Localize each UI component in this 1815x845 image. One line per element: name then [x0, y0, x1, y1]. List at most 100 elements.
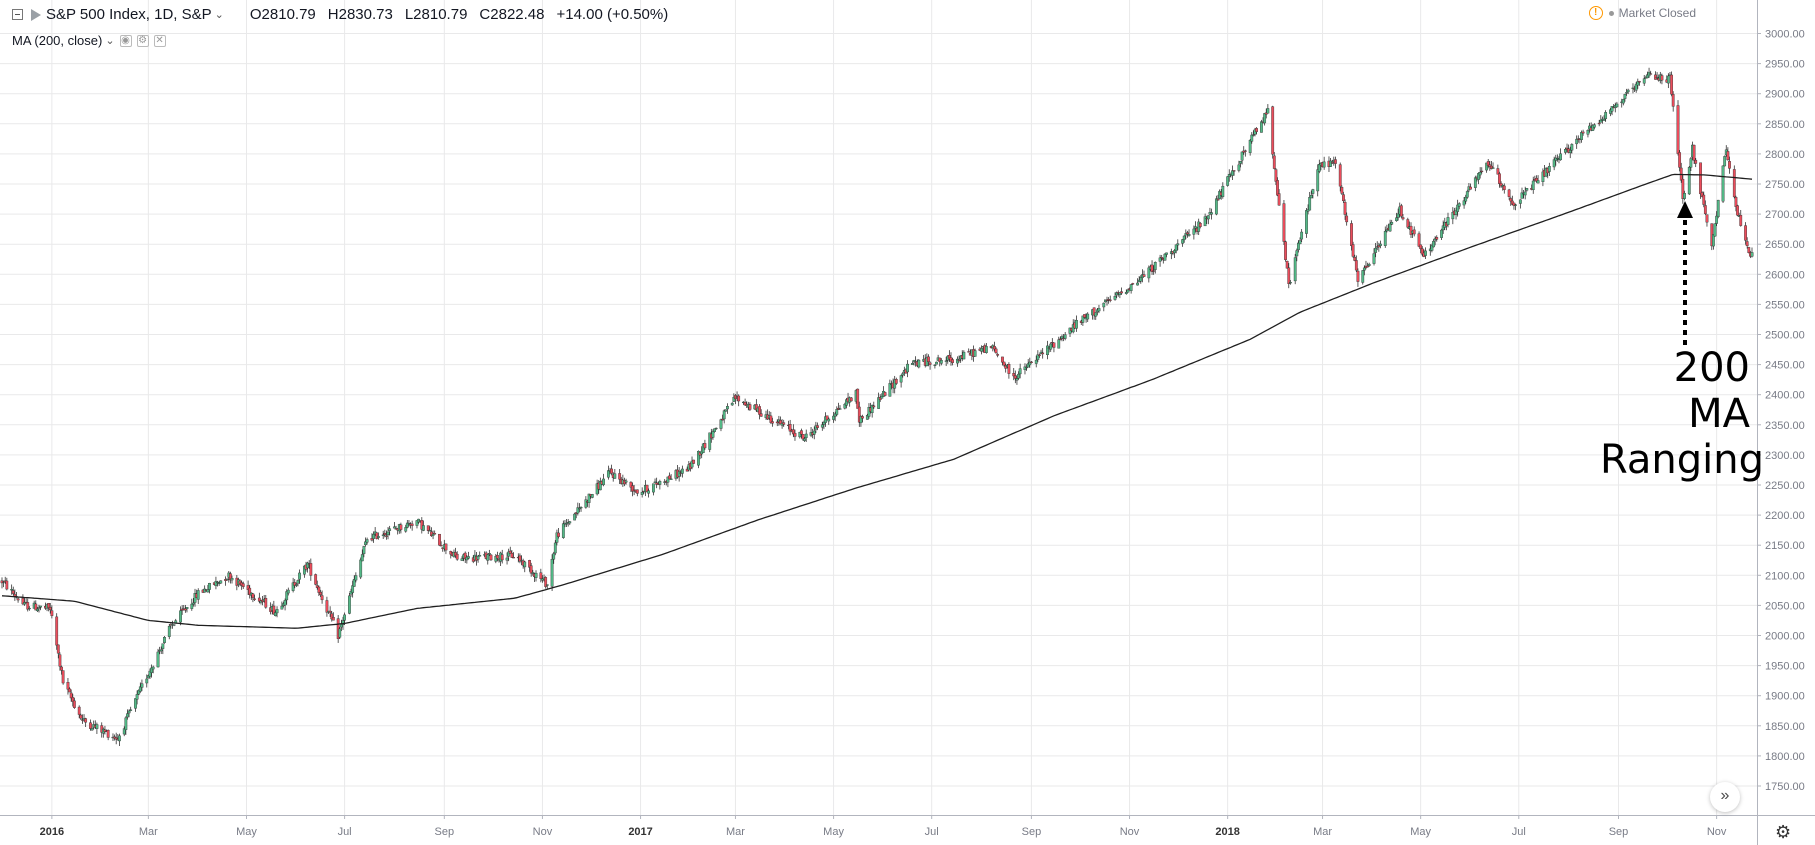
- candle-body: [565, 523, 568, 525]
- candle-body: [330, 613, 334, 620]
- candle: [708, 432, 712, 453]
- collapse-icon[interactable]: [12, 9, 23, 20]
- open-value: O2810.79: [249, 6, 316, 23]
- candle-body: [1086, 313, 1090, 320]
- chevron-down-icon[interactable]: ⌄: [105, 35, 115, 47]
- candle: [286, 587, 290, 596]
- flag-icon[interactable]: [31, 8, 41, 21]
- candle-body: [1015, 378, 1019, 381]
- candle: [283, 598, 287, 611]
- candle: [422, 520, 425, 532]
- candle: [1338, 162, 1342, 192]
- candle-body: [214, 581, 218, 586]
- candle-body: [388, 528, 392, 531]
- candle: [759, 409, 763, 417]
- chevron-down-icon[interactable]: ⌄: [214, 9, 224, 21]
- candle-body: [1597, 122, 1601, 125]
- candle: [899, 374, 903, 388]
- candle: [1747, 246, 1751, 254]
- candle: [510, 549, 514, 558]
- candle: [1435, 235, 1439, 242]
- candle: [1700, 191, 1704, 198]
- candle: [138, 682, 142, 693]
- candle: [602, 473, 605, 487]
- candle-body: [951, 359, 954, 363]
- candle-body: [1108, 299, 1112, 301]
- candle: [984, 343, 988, 354]
- candle: [1520, 187, 1524, 199]
- candle: [1198, 222, 1202, 229]
- symbol-title[interactable]: S&P 500 Index, 1D, S&P: [46, 6, 212, 23]
- candle: [95, 722, 99, 734]
- close-icon[interactable]: ✕: [153, 34, 166, 47]
- candle: [465, 555, 469, 564]
- annotation-line-2: Ranging: [1600, 437, 1765, 483]
- scroll-to-realtime-button[interactable]: »: [1710, 782, 1740, 812]
- candle: [590, 493, 594, 499]
- candle: [1396, 208, 1400, 221]
- candle-body: [557, 532, 560, 537]
- candle-body: [286, 589, 290, 594]
- candle: [1002, 361, 1006, 367]
- candle-body: [487, 553, 491, 555]
- candle: [1277, 189, 1281, 206]
- candle: [1636, 78, 1640, 89]
- candle-body: [66, 682, 70, 690]
- candle-body: [1272, 155, 1276, 169]
- candle: [743, 398, 747, 406]
- candle-body: [872, 405, 876, 408]
- candle-body: [37, 607, 41, 609]
- candle-body: [1555, 157, 1559, 160]
- candle: [1523, 186, 1527, 200]
- candle: [1163, 253, 1167, 261]
- candle: [827, 417, 831, 425]
- candle: [730, 402, 734, 406]
- candle: [1462, 196, 1466, 209]
- candle: [114, 732, 118, 745]
- candle-body: [724, 409, 728, 412]
- candle: [550, 554, 554, 591]
- candle-body: [362, 546, 366, 554]
- candle-body: [545, 584, 549, 586]
- candle: [1260, 119, 1263, 133]
- candle-body: [1642, 78, 1646, 84]
- x-tick-label: Nov: [533, 826, 553, 838]
- y-tick-label: 2950.00: [1765, 59, 1805, 71]
- candle: [1102, 302, 1106, 312]
- candle-body: [933, 364, 937, 366]
- candle: [500, 549, 504, 564]
- candle-body: [512, 557, 515, 559]
- candle: [275, 606, 279, 618]
- candle: [476, 554, 480, 563]
- candle: [1670, 71, 1673, 97]
- candle: [1300, 228, 1304, 242]
- candle: [906, 360, 909, 378]
- candle: [1638, 80, 1641, 86]
- time-axis[interactable]: 2016 Mar May Jul Sep Nov 2017 Mar May Jul Sep Nov 20…: [40, 815, 1727, 838]
- candle-body: [1744, 225, 1747, 241]
- candle: [1276, 177, 1279, 197]
- candle: [37, 604, 41, 613]
- candle-body: [365, 539, 369, 543]
- eye-icon[interactable]: ◉: [119, 34, 132, 47]
- candle-body: [1374, 247, 1378, 253]
- candle-body: [354, 575, 358, 581]
- candle-body: [1250, 134, 1254, 142]
- candle-body: [405, 522, 409, 528]
- y-tick-label: 2100.00: [1765, 570, 1805, 582]
- price-axis[interactable]: 1750.00 1800.00 1850.00 1900.00 1950.00 2000.…: [1757, 29, 1805, 794]
- candle-body: [1243, 150, 1247, 152]
- candle-body: [1480, 170, 1484, 172]
- indicator-title[interactable]: MA (200, close): [12, 33, 103, 48]
- gear-icon[interactable]: ⚙: [1775, 822, 1792, 842]
- candle-body: [1367, 263, 1371, 266]
- candle: [655, 477, 659, 489]
- warning-icon[interactable]: !: [1588, 6, 1603, 20]
- candle: [912, 359, 916, 366]
- candle-body: [1536, 180, 1540, 184]
- settings-icon[interactable]: ⚙: [136, 34, 149, 47]
- candle: [1446, 212, 1450, 228]
- candle-body: [137, 690, 141, 695]
- candle-body: [1150, 264, 1154, 272]
